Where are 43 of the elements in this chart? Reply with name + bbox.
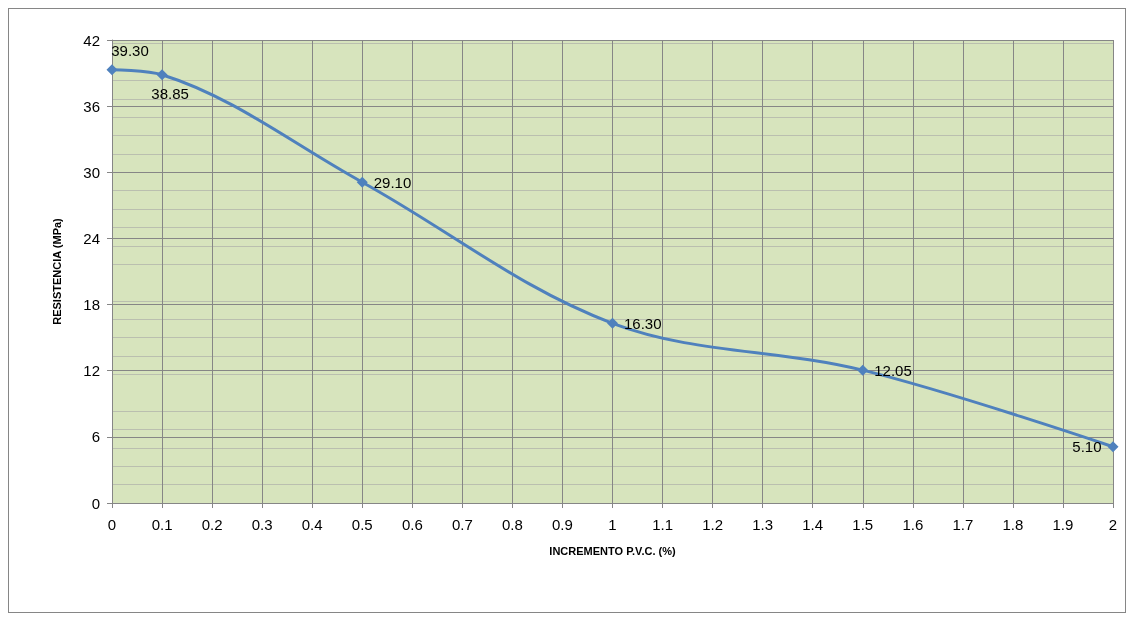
x-tick-label: 0.6 — [401, 516, 423, 533]
y-tick-label: 30 — [83, 163, 100, 181]
x-tick-label: 1.4 — [802, 516, 824, 533]
x-tick-label: 0.3 — [251, 516, 273, 533]
x-tick-label: 0.1 — [151, 516, 173, 533]
x-tick-label: 2 — [1108, 516, 1118, 533]
x-axis-title: INCREMENTO P.V.C. (%) — [549, 544, 676, 557]
x-tick-label: 1.2 — [702, 516, 724, 533]
y-tick-label: 18 — [83, 296, 100, 314]
x-tick-label: 0.9 — [552, 516, 573, 533]
x-tick-label: 1.1 — [652, 516, 673, 533]
point — [356, 176, 368, 188]
data-label: 38.85 — [151, 85, 189, 103]
x-tick-label: 1.9 — [1052, 516, 1074, 533]
point — [607, 317, 618, 329]
point — [857, 364, 869, 376]
y-tick-label: 0 — [91, 494, 100, 512]
data-label: 29.10 — [373, 173, 412, 191]
y-tick-label: 24 — [83, 229, 100, 247]
x-tick-label: 0.4 — [301, 516, 323, 533]
data-label: 5.10 — [1072, 438, 1102, 456]
y-tick-label: 12 — [83, 362, 100, 380]
x-tick-label: 1.7 — [952, 516, 974, 533]
x-tick-label: 0.2 — [201, 516, 223, 533]
x-tick-label: 0.7 — [451, 516, 473, 533]
x-tick-label: 1 — [608, 516, 617, 533]
x-tick-label: 1.5 — [852, 516, 874, 533]
x-tick-label: 0.5 — [351, 516, 373, 533]
data-label: 39.30 — [111, 42, 149, 60]
data-label: 16.30 — [624, 314, 662, 332]
point — [1107, 441, 1119, 453]
x-tick-label: 0.8 — [501, 516, 523, 533]
y-tick-label: 42 — [83, 31, 100, 49]
y-tick-label: 6 — [91, 428, 100, 446]
x-tick-label: 1.6 — [902, 516, 924, 533]
x-tick-label: 1.3 — [752, 516, 774, 533]
data-label: 12.05 — [874, 361, 912, 379]
y-axis-title: RESISTENCIA (MPa) — [50, 217, 63, 325]
x-tick-label: 0 — [107, 516, 117, 533]
y-tick-label: 36 — [83, 97, 100, 115]
point — [106, 64, 118, 76]
point — [156, 69, 168, 81]
x-tick-label: 1.8 — [1002, 516, 1024, 533]
